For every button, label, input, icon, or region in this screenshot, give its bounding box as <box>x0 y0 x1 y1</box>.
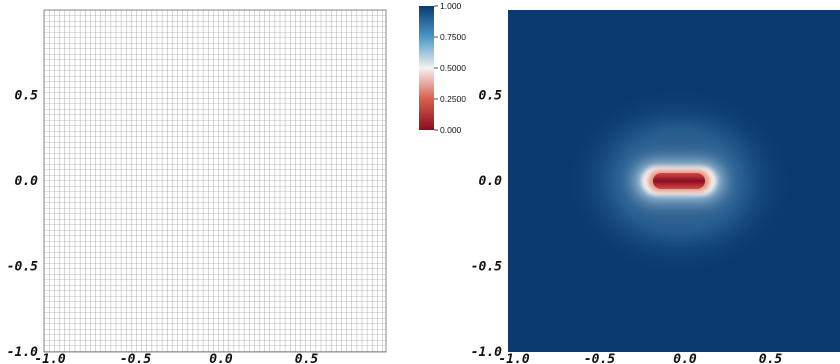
colorbar-gradient <box>419 6 434 130</box>
mesh-x-tick-label: -1.0 <box>34 352 65 364</box>
colorbar: 1.000 0.7500 0.5000 0.2500 0.000 <box>419 1 466 135</box>
field-y-tick-label: 0.0 <box>479 174 503 189</box>
mesh-y-tick-label: -0.5 <box>7 260 38 275</box>
field-y-tick-label: -0.5 <box>471 260 502 275</box>
field-x-tick-label: 0.5 <box>759 352 783 364</box>
field-x-tick-label: -1.0 <box>498 352 529 364</box>
mesh-panel <box>43 9 387 353</box>
colorbar-tick-label: 0.5000 <box>440 63 466 73</box>
mesh-grid <box>43 9 387 353</box>
mesh-y-tick-label: 0.0 <box>15 174 39 189</box>
axis-labels: -1.0 -0.5 0.0 0.5-1.0-0.50.00.5-1.0 -0.5 0.0 0… <box>7 89 783 364</box>
mesh-x-tick-label: 0.0 <box>209 352 233 364</box>
mesh-y-tick-label: 0.5 <box>15 89 39 104</box>
field-y-tick-label: -1.0 <box>471 345 502 360</box>
mesh-x-tick-label: 0.5 <box>295 352 319 364</box>
field-core <box>653 173 705 189</box>
field-panel <box>508 10 840 352</box>
colorbar-tick-label: 0.2500 <box>440 94 466 104</box>
colorbar-tick-label: 1.000 <box>440 1 462 11</box>
mesh-y-tick-label: -1.0 <box>7 345 38 360</box>
colorbar-tick-label: 0.7500 <box>440 32 466 42</box>
colorbar-tick-label: 0.000 <box>440 125 462 135</box>
field-y-tick-label: 0.5 <box>479 89 503 104</box>
colorbar-ticks: 1.000 0.7500 0.5000 0.2500 0.000 <box>434 1 466 135</box>
field-x-tick-label: -0.5 <box>584 352 615 364</box>
field-x-tick-label: 0.0 <box>673 352 697 364</box>
mesh-x-tick-label: -0.5 <box>120 352 151 364</box>
